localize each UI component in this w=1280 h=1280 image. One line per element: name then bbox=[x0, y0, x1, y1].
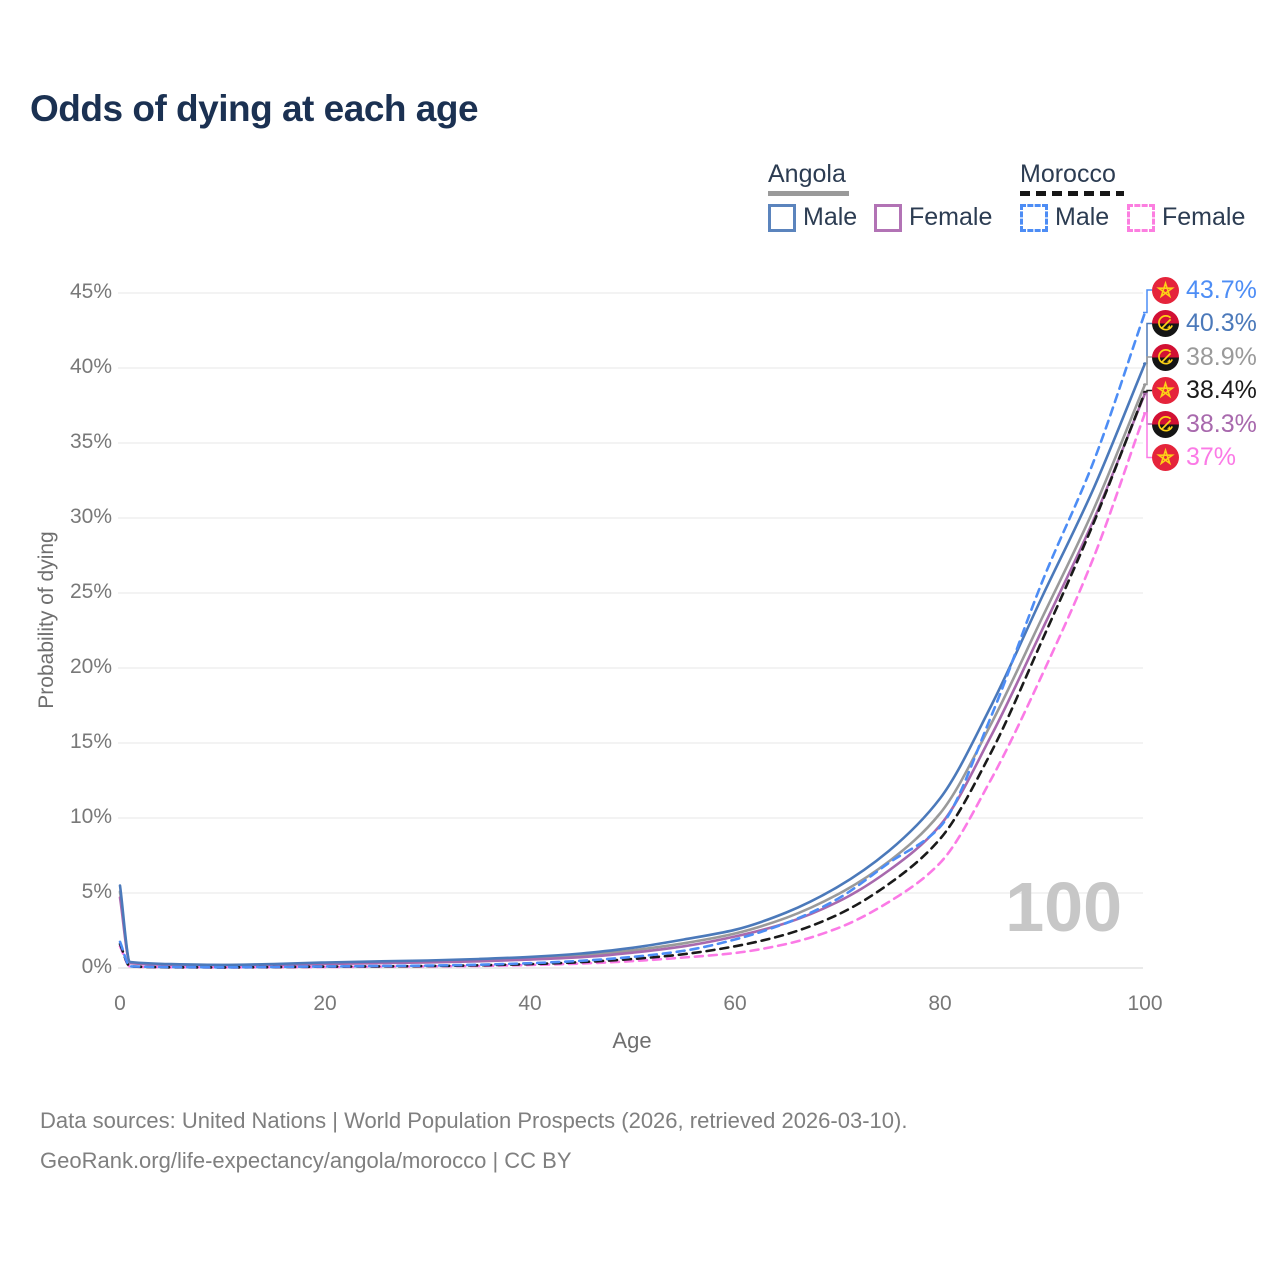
y-tick-label: 40% bbox=[69, 355, 112, 378]
y-tick-label: 45% bbox=[69, 280, 112, 303]
legend-group-morocco: Morocco bbox=[1020, 160, 1116, 188]
legend-item-morocco-female[interactable]: Female bbox=[1127, 203, 1245, 232]
x-tick-label: 40 bbox=[518, 992, 542, 1015]
y-tick-label: 10% bbox=[69, 805, 112, 828]
footer-attribution: GeoRank.org/life-expectancy/angola/moroc… bbox=[40, 1148, 572, 1173]
legend-label: Female bbox=[909, 203, 993, 231]
x-tick-label: 60 bbox=[723, 992, 747, 1015]
end-label-angola_total: 38.9% bbox=[1152, 342, 1257, 373]
y-tick-label: 15% bbox=[69, 730, 112, 753]
end-label-morocco_total: 38.4% bbox=[1152, 375, 1257, 406]
y-tick-label: 0% bbox=[81, 955, 112, 978]
angola-flag-icon bbox=[1152, 410, 1179, 438]
legend-group-angola: Angola bbox=[768, 160, 846, 188]
end-label-value: 38.9% bbox=[1186, 342, 1257, 371]
series-line-morocco_female bbox=[118, 411, 1147, 969]
end-label-value: 43.7% bbox=[1186, 275, 1257, 304]
y-tick-label: 35% bbox=[69, 430, 112, 453]
y-axis-title: Probability of dying bbox=[35, 531, 58, 709]
legend-label: Male bbox=[1055, 203, 1110, 231]
y-tick-label: 25% bbox=[69, 580, 112, 603]
end-label-value: 38.4% bbox=[1186, 376, 1257, 404]
morocco-male-swatch-icon bbox=[1020, 203, 1048, 232]
end-label-angola_male: 40.3% bbox=[1152, 308, 1257, 339]
series-line-angola_female bbox=[118, 392, 1147, 967]
legend-underline-morocco bbox=[1020, 191, 1124, 196]
legend-item-morocco-male[interactable]: Male bbox=[1020, 203, 1109, 232]
legend-item-angola-male[interactable]: Male bbox=[768, 203, 857, 232]
label-connectors bbox=[1143, 289, 1152, 459]
series-line-morocco_male bbox=[118, 311, 1147, 969]
series-line-angola_male bbox=[118, 362, 1147, 967]
legend-underline-angola bbox=[768, 191, 849, 196]
gridlines bbox=[118, 292, 1143, 969]
y-tick-label: 30% bbox=[69, 505, 112, 528]
morocco-flag-icon bbox=[1152, 377, 1179, 404]
end-label-value: 37% bbox=[1186, 443, 1237, 471]
y-tick-label: 5% bbox=[81, 880, 112, 903]
angola-flag-icon bbox=[1152, 343, 1179, 371]
page-title: Odds of dying at each age bbox=[30, 88, 479, 129]
morocco-flag-icon bbox=[1152, 444, 1179, 471]
x-tick-label: 0 bbox=[114, 992, 126, 1015]
hovered-age-watermark: 100 bbox=[1005, 868, 1122, 946]
angola-flag-icon bbox=[1152, 310, 1179, 337]
morocco-female-swatch-icon bbox=[1127, 203, 1155, 232]
series-line-angola_total bbox=[118, 383, 1147, 967]
end-label-value: 38.3% bbox=[1186, 409, 1257, 438]
x-tick-label: 100 bbox=[1127, 992, 1163, 1015]
x-tick-label: 20 bbox=[313, 992, 337, 1015]
y-tick-label: 20% bbox=[69, 655, 112, 678]
end-label-morocco_male: 43.7% bbox=[1152, 275, 1257, 306]
series-line-morocco_total bbox=[118, 390, 1147, 969]
footer-data-sources: Data sources: United Nations | World Pop… bbox=[40, 1108, 908, 1133]
angola-male-swatch-icon bbox=[768, 203, 796, 232]
legend-label: Female bbox=[1162, 203, 1246, 231]
x-tick-label: 80 bbox=[928, 992, 952, 1015]
end-label-value: 40.3% bbox=[1186, 309, 1257, 337]
legend-label: Male bbox=[803, 203, 858, 231]
x-axis-title: Age bbox=[612, 1028, 652, 1053]
morocco-flag-icon bbox=[1152, 276, 1179, 304]
end-label-angola_female: 38.3% bbox=[1152, 409, 1257, 440]
end-label-morocco_female: 37% bbox=[1152, 442, 1236, 473]
angola-female-swatch-icon bbox=[874, 203, 902, 232]
legend-item-angola-female[interactable]: Female bbox=[874, 203, 992, 232]
